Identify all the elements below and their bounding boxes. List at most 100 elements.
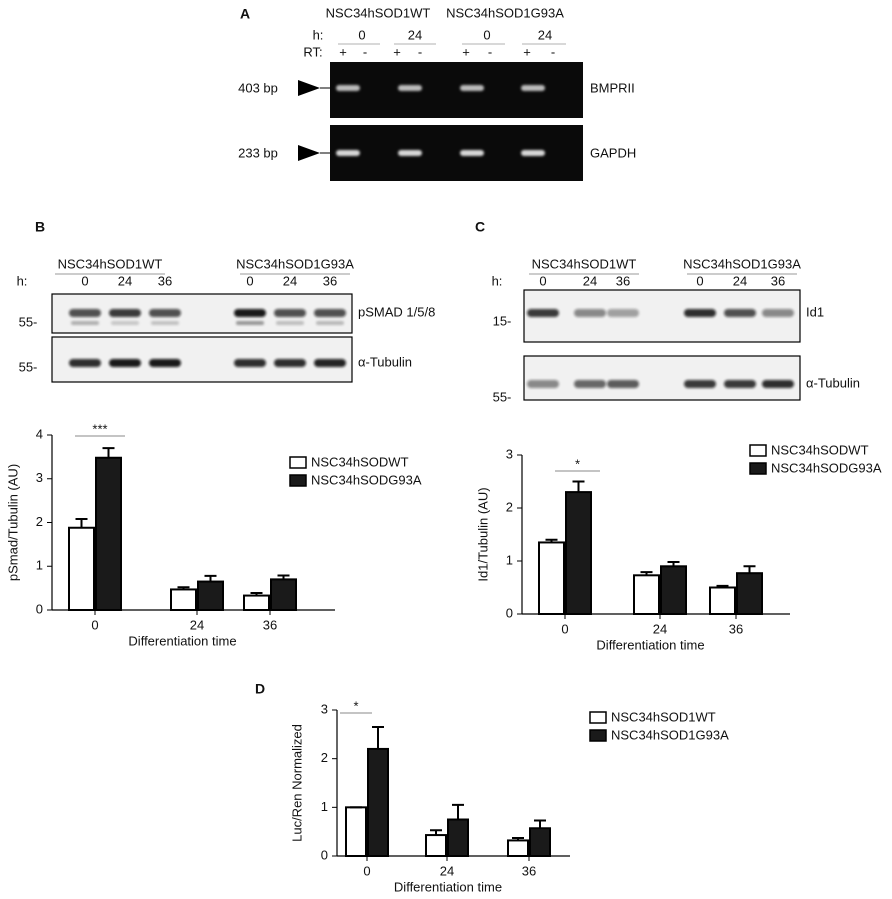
- bar: [270, 578, 297, 611]
- x-tick-label: 24: [440, 863, 454, 878]
- time: 36: [158, 273, 172, 288]
- rt-sign: +: [393, 44, 401, 59]
- size-marker: 55-: [19, 314, 38, 329]
- blot: [523, 355, 801, 401]
- time: 36: [771, 273, 785, 288]
- y-tick-label: 1: [36, 558, 43, 573]
- time-label: h:: [313, 27, 324, 42]
- protein-label: Id1: [806, 304, 824, 319]
- y-tick-label: 3: [36, 470, 43, 485]
- blot-band: [607, 380, 639, 388]
- x-tick-label: 0: [561, 621, 568, 636]
- blot-band: [109, 309, 141, 317]
- y-tick-label: 1: [321, 799, 328, 814]
- arrow: [298, 145, 320, 161]
- rt-label: RT:: [303, 44, 322, 59]
- size-label: 403 bp: [238, 80, 278, 95]
- bar: [243, 594, 270, 611]
- blot-band: [236, 321, 264, 325]
- significance: *: [353, 698, 358, 713]
- legend-swatch: [289, 456, 307, 469]
- blot-band: [234, 359, 266, 367]
- error-bar: [667, 561, 680, 567]
- panel-label: C: [475, 219, 485, 235]
- time: 0: [696, 273, 703, 288]
- blot-band: [574, 309, 606, 317]
- blot: [523, 289, 801, 343]
- blot-band: [274, 359, 306, 367]
- blot-band: [149, 309, 181, 317]
- y-tick-label: 4: [36, 426, 43, 441]
- cell-line: NSC34hSOD1WT: [58, 256, 163, 271]
- y-axis-label: Luc/Ren Normalized: [289, 724, 304, 842]
- y-tick-label: 2: [321, 750, 328, 765]
- y-axis-label: Id1/Tubulin (AU): [475, 487, 490, 581]
- error-bar: [75, 518, 88, 528]
- x-axis-label: Differentiation time: [394, 879, 502, 894]
- y-tick-label: 3: [506, 446, 513, 461]
- rt-sign: -: [418, 44, 422, 59]
- gel: [330, 62, 583, 118]
- gel-band: [398, 150, 422, 156]
- rt-sign: +: [339, 44, 347, 59]
- blot-band: [151, 321, 179, 325]
- significance: *: [575, 456, 580, 471]
- gene-label: GAPDH: [590, 145, 636, 160]
- y-tick-label: 2: [36, 514, 43, 529]
- error-bar: [452, 803, 464, 820]
- legend-label: NSC34hSODWT: [771, 442, 869, 457]
- gel-band: [521, 85, 545, 91]
- x-tick-label: 0: [91, 617, 98, 632]
- legend-label: NSC34hSODG93A: [311, 472, 422, 487]
- cell-line: NSC34hSOD1G93A: [683, 256, 801, 271]
- gel-band: [336, 150, 360, 156]
- gel-band: [460, 85, 484, 91]
- blot-band: [607, 309, 639, 317]
- gel-band: [336, 85, 360, 91]
- blot-band: [274, 309, 306, 317]
- error-bar: [250, 591, 263, 596]
- cell-line: NSC34hSOD1G93A: [236, 256, 354, 271]
- error-bar: [716, 584, 729, 588]
- time: 24: [118, 273, 132, 288]
- gel-band: [521, 150, 545, 156]
- bar: [507, 839, 529, 858]
- bar: [709, 586, 736, 615]
- y-tick-label: 0: [321, 847, 328, 862]
- protein-label: pSMAD 1/5/8: [358, 304, 435, 319]
- time: 24: [283, 273, 297, 288]
- error-bar: [640, 571, 653, 576]
- x-axis-label: Differentiation time: [128, 633, 236, 648]
- bar: [447, 818, 469, 857]
- bar: [345, 806, 367, 857]
- legend-label: NSC34hSOD1G93A: [611, 727, 729, 742]
- rt-sign: +: [462, 44, 470, 59]
- y-tick-label: 3: [321, 701, 328, 716]
- y-axis-label: pSmad/Tubulin (AU): [5, 464, 20, 581]
- time: 36: [616, 273, 630, 288]
- cell-line: NSC34hSOD1WT: [326, 5, 431, 20]
- time: 24: [538, 27, 552, 42]
- legend-swatch: [589, 729, 607, 742]
- blot-band: [762, 380, 794, 388]
- blot-band: [724, 380, 756, 388]
- bar: [529, 827, 551, 858]
- x-tick-label: 36: [522, 863, 536, 878]
- blot-band: [111, 321, 139, 325]
- blot-band: [71, 321, 99, 325]
- blot-band: [109, 359, 141, 367]
- x-tick-label: 0: [363, 863, 370, 878]
- blot-band: [684, 380, 716, 388]
- size-label: 233 bp: [238, 145, 278, 160]
- error-bar: [534, 819, 546, 829]
- rt-sign: -: [488, 44, 492, 59]
- legend-swatch: [749, 462, 767, 475]
- blot-band: [574, 380, 606, 388]
- bar: [197, 580, 224, 611]
- y-tick-label: 1: [506, 552, 513, 567]
- gel: [330, 125, 583, 181]
- significance: ***: [92, 421, 107, 436]
- panel-label: A: [240, 6, 250, 22]
- size-marker: 55-: [493, 389, 512, 404]
